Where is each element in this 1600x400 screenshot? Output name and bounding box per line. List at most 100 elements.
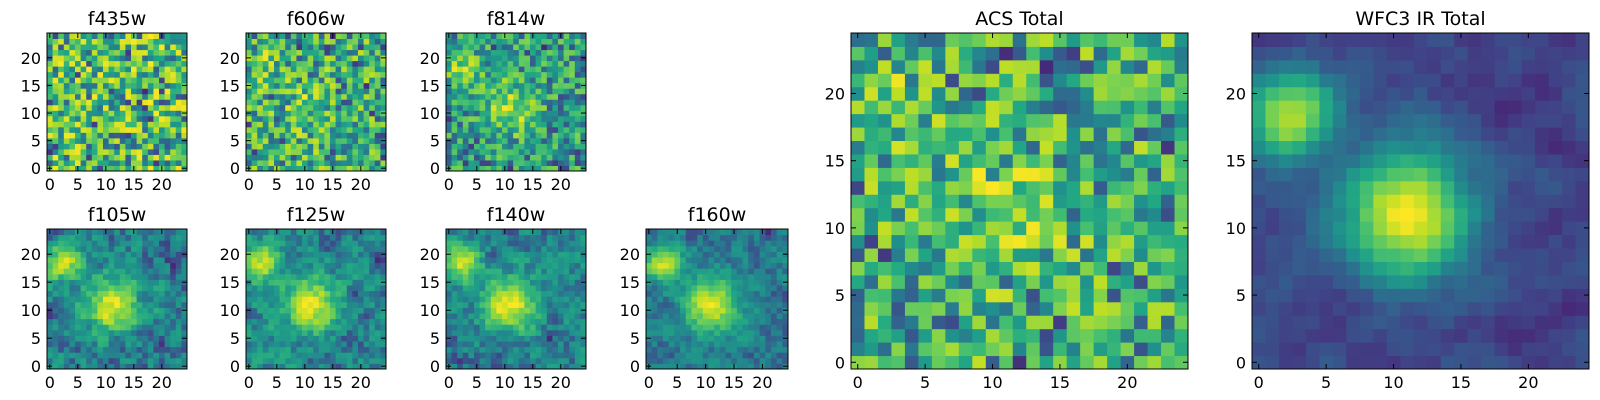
y-tick-label: 15 (420, 76, 440, 95)
heatmap-cell (257, 285, 264, 292)
heatmap-cell (274, 307, 281, 314)
heatmap-cell (574, 318, 581, 325)
heatmap-cell (490, 257, 497, 264)
heatmap-cell (462, 154, 469, 161)
heatmap-cell (530, 357, 537, 364)
heatmap-cell (714, 318, 721, 325)
heatmap-cell (851, 167, 865, 182)
heatmap-cell (296, 240, 303, 247)
heatmap-cell (958, 328, 973, 343)
heatmap-cell (546, 285, 553, 292)
heatmap-cell (318, 346, 325, 353)
heatmap-cell (479, 93, 486, 100)
heatmap-cell (279, 159, 286, 166)
heatmap-cell (318, 159, 325, 166)
heatmap-cell (262, 99, 269, 106)
heatmap-cell (513, 115, 520, 122)
heatmap-cell (257, 88, 264, 95)
heatmap-cell (490, 55, 497, 62)
heatmap-cell (563, 335, 570, 342)
heatmap-cell (296, 335, 303, 342)
heatmap-cell (541, 33, 548, 40)
x-tick-label: 20 (752, 373, 772, 392)
heatmap-cell (246, 154, 253, 161)
heatmap-cell (181, 357, 188, 364)
heatmap-cell (279, 352, 286, 359)
heatmap-cell (131, 296, 138, 303)
heatmap-cell (731, 313, 738, 320)
heatmap-cell (462, 159, 469, 166)
heatmap-cell (731, 251, 738, 258)
heatmap-cell (175, 93, 182, 100)
heatmap-cell (262, 257, 269, 264)
heatmap-cell (335, 154, 342, 161)
heatmap-cell (307, 115, 314, 122)
heatmap-cell (1039, 207, 1054, 222)
heatmap-cell (131, 268, 138, 275)
heatmap-cell (268, 301, 275, 308)
heatmap-cell (69, 296, 76, 303)
heatmap-cell (142, 251, 149, 258)
heatmap-cell (346, 110, 353, 117)
heatmap-cell (75, 88, 82, 95)
heatmap-cell (663, 329, 670, 336)
heatmap-cell (75, 121, 82, 128)
heatmap-cell (580, 88, 587, 95)
heatmap-cell (363, 82, 370, 89)
heatmap-cell (52, 346, 59, 353)
heatmap-cell (318, 38, 325, 45)
heatmap-cell (691, 335, 698, 342)
heatmap-cell (369, 82, 376, 89)
heatmap-cell (175, 60, 182, 67)
heatmap-cell (535, 296, 542, 303)
heatmap-cell (513, 126, 520, 133)
heatmap-cell (753, 329, 761, 336)
heatmap-cell (290, 126, 297, 133)
heatmap-cell (904, 234, 919, 249)
heatmap-cell (462, 126, 469, 133)
heatmap-cell (374, 121, 381, 128)
heatmap-cell (290, 273, 297, 280)
heatmap-cell (1066, 355, 1081, 370)
heatmap-cell (748, 329, 755, 336)
heatmap-cell (341, 313, 348, 320)
heatmap-cell (530, 318, 537, 325)
heatmap-cell (103, 126, 110, 133)
heatmap-cell (502, 126, 509, 133)
heatmap-cell (363, 93, 370, 100)
heatmap-cell (119, 229, 126, 236)
heatmap-cell (296, 324, 303, 331)
heatmap-cell (119, 346, 126, 353)
heatmap-cell (114, 126, 121, 133)
heatmap-cell (262, 240, 269, 247)
heatmap-cell (330, 318, 337, 325)
heatmap-cell (159, 82, 166, 89)
heatmap-cell (518, 341, 525, 348)
heatmap-cell (691, 307, 698, 314)
heatmap-cell (153, 268, 160, 275)
heatmap-cell (341, 60, 348, 67)
heatmap-cell (958, 261, 973, 276)
heatmap-cell (324, 341, 331, 348)
heatmap-cell (770, 363, 778, 370)
heatmap-cell (541, 285, 548, 292)
heatmap-cell (63, 324, 70, 331)
heatmap-cell (891, 207, 906, 222)
heatmap-cell (502, 154, 509, 161)
heatmap-cell (91, 245, 98, 252)
heatmap-cell (457, 257, 464, 264)
heatmap-cell (52, 132, 59, 139)
heatmap-cell (274, 77, 281, 84)
heatmap-cell (697, 290, 704, 297)
heatmap-cell (58, 357, 65, 364)
heatmap-cell (108, 44, 115, 51)
heatmap-cell (296, 307, 303, 314)
heatmap-cell (958, 167, 973, 182)
heatmap-cell (552, 329, 559, 336)
heatmap-cell (451, 60, 458, 67)
heatmap-cell (268, 93, 275, 100)
heatmap-cell (580, 234, 587, 241)
heatmap-cell (136, 71, 143, 78)
heatmap-cell (159, 132, 166, 139)
heatmap-cell (502, 234, 509, 241)
